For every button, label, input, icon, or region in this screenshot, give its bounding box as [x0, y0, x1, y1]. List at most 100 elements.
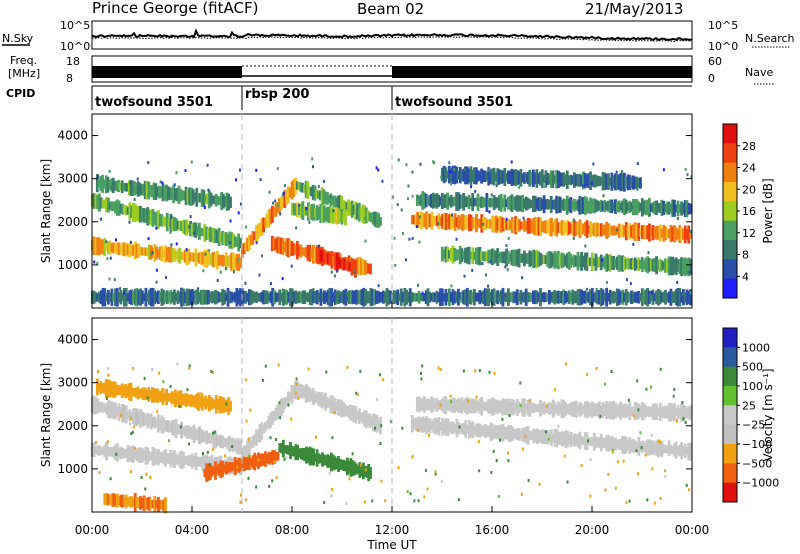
power-cell	[196, 290, 200, 305]
velocity-cell	[155, 418, 158, 428]
power-scatter-cell	[161, 181, 164, 185]
velocity-scatter-cell	[520, 492, 523, 496]
power-cell	[290, 202, 294, 216]
power-cell	[446, 292, 450, 302]
power-cell	[573, 172, 576, 188]
power-cell	[499, 251, 503, 263]
power-cell	[540, 169, 544, 188]
velocity-scatter-cell	[371, 499, 374, 503]
velocity-scatter-cell	[611, 450, 614, 454]
velocity-cell	[566, 430, 569, 448]
velocity-scatter-cell	[614, 486, 617, 490]
velocity-cell	[501, 424, 505, 442]
power-cell	[315, 189, 319, 199]
power-cell	[194, 289, 198, 305]
power-cell	[430, 293, 433, 302]
velocity-cell	[612, 437, 616, 450]
power-cell	[121, 293, 125, 302]
power-cell	[569, 223, 573, 233]
power-cell	[307, 292, 310, 303]
velocity-cell	[614, 437, 617, 451]
power-cell	[196, 253, 200, 262]
power-cell	[549, 292, 553, 303]
power-cell	[590, 175, 594, 187]
power-cell	[335, 207, 338, 225]
velocity-cell	[460, 423, 464, 434]
power-cell	[523, 219, 526, 232]
velocity-cell	[505, 398, 508, 416]
power-cell	[674, 289, 678, 306]
power-scatter-cell	[636, 187, 639, 191]
velocity-cell	[186, 394, 190, 406]
power-cell	[615, 256, 619, 270]
velocity-cell	[450, 421, 453, 434]
velocity-scatter-cell	[589, 458, 592, 462]
power-cell	[623, 225, 626, 237]
power-cell	[523, 172, 526, 184]
power-cell	[535, 217, 539, 236]
velocity-cell	[124, 448, 128, 459]
power-scatter-cell	[109, 256, 112, 260]
velocity-scatter-cell	[109, 477, 112, 481]
power-scatter-cell	[354, 270, 357, 274]
velocity-cell	[112, 493, 116, 507]
power-cell	[514, 249, 517, 267]
power-cell	[640, 288, 644, 307]
power-cell	[562, 289, 566, 305]
power-cell	[222, 193, 225, 209]
velocity-scatter-cell	[628, 499, 631, 503]
power-cell	[251, 231, 255, 245]
power-cell	[451, 196, 455, 206]
velocity-cell	[164, 449, 167, 467]
power-cell	[555, 291, 558, 304]
velocity-cell	[544, 403, 548, 413]
colorbar-swatch	[723, 405, 737, 426]
power-cell	[453, 213, 457, 231]
velocity-cell	[416, 417, 419, 432]
velocity-scatter-cell	[224, 454, 227, 458]
velocity-cell	[204, 395, 207, 410]
velocity-cell	[130, 496, 133, 508]
velocity-cell	[467, 398, 471, 414]
power-cell	[377, 213, 381, 228]
velocity-cell	[264, 422, 267, 432]
power-cell	[359, 207, 363, 219]
power-cell	[505, 219, 509, 231]
colorbar-tick-label: 24	[742, 162, 756, 175]
power-cell	[624, 289, 628, 306]
power-cell	[473, 197, 476, 207]
power-cell	[249, 235, 253, 245]
velocity-scatter-cell	[507, 451, 509, 455]
cpid-label: CPID	[6, 87, 35, 100]
power-cell	[99, 239, 103, 254]
power-scatter-cell	[281, 277, 284, 281]
power-cell	[315, 290, 319, 305]
velocity-cell	[214, 395, 218, 414]
velocity-scatter-cell	[557, 424, 560, 428]
power-cell	[308, 205, 312, 218]
power-cell	[303, 184, 306, 193]
power-cell	[468, 214, 471, 232]
power-scatter-cell	[408, 237, 411, 241]
power-cell	[107, 289, 110, 305]
velocity-cell	[421, 416, 425, 433]
velocity-scatter-cell	[682, 417, 685, 421]
velocity-cell	[195, 393, 199, 409]
velocity-cell	[443, 420, 446, 434]
x-tick-label: 08:00	[275, 523, 310, 537]
power-cell	[132, 244, 135, 256]
power-cell	[621, 289, 625, 305]
power-cell	[276, 292, 280, 302]
velocity-cell	[324, 455, 328, 466]
power-cell	[190, 289, 194, 306]
power-cell	[589, 221, 592, 238]
power-scatter-cell	[290, 264, 293, 268]
velocity-scatter-cell	[563, 454, 566, 458]
power-cell	[592, 174, 596, 188]
power-scatter-cell	[411, 170, 414, 174]
power-cell	[501, 287, 505, 307]
power-cell	[455, 166, 458, 184]
velocity-cell	[249, 439, 253, 449]
power-cell	[342, 212, 346, 222]
velocity-cell	[223, 464, 226, 473]
